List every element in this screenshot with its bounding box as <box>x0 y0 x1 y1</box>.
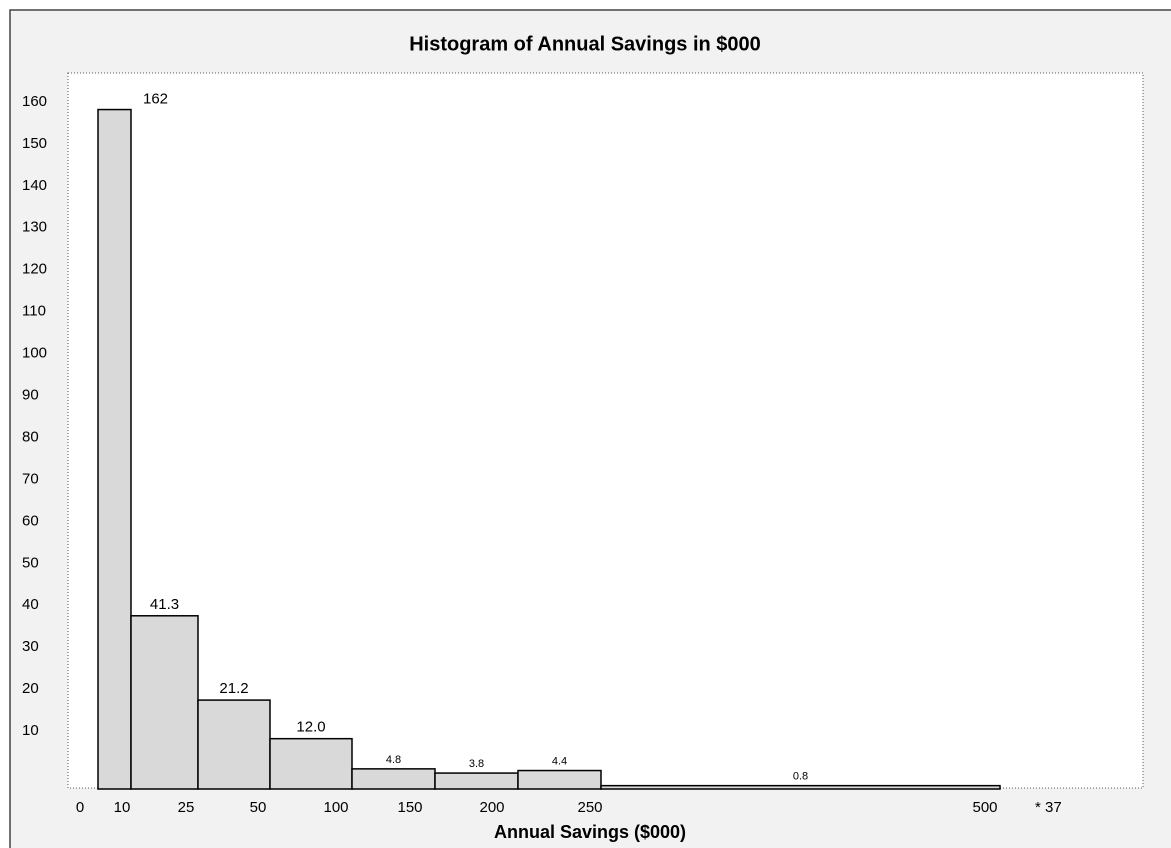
chart-title: Histogram of Annual Savings in $000 <box>409 33 761 55</box>
bar <box>130 615 199 790</box>
y-tick-label: 10 <box>22 722 39 739</box>
value-label: 41.3 <box>150 596 179 613</box>
x-tick-label: 250 <box>577 799 602 816</box>
y-tick-label: 50 <box>22 554 39 571</box>
value-label: 4.8 <box>386 754 401 766</box>
y-tick-label: 130 <box>22 219 47 236</box>
annotation: * 37 <box>1035 799 1062 816</box>
plot-area <box>67 72 1144 789</box>
x-tick-label: 150 <box>397 799 422 816</box>
x-tick-label: 100 <box>323 799 348 816</box>
y-tick-label: 150 <box>22 135 47 152</box>
x-tick-label: 50 <box>250 799 267 816</box>
x-tick-label: 200 <box>479 799 504 816</box>
bar <box>434 772 519 790</box>
bar <box>197 699 271 790</box>
value-label: 3.8 <box>469 758 484 770</box>
bar <box>269 737 353 790</box>
y-tick-label: 100 <box>22 345 47 362</box>
y-tick-label: 40 <box>22 596 39 613</box>
value-label: 12.0 <box>296 719 325 736</box>
bar <box>97 108 132 790</box>
x-tick-label: 500 <box>972 799 997 816</box>
value-label: 0.8 <box>793 771 808 783</box>
value-label: 4.4 <box>552 755 567 767</box>
x-tick-label: 0 <box>76 799 84 816</box>
x-axis-title: Annual Savings ($000) <box>494 822 686 842</box>
y-tick-label: 120 <box>22 261 47 278</box>
y-tick-label: 90 <box>22 386 39 403</box>
y-tick-label: 70 <box>22 470 39 487</box>
y-tick-label: 80 <box>22 428 39 445</box>
x-tick-label: 10 <box>114 799 131 816</box>
bar <box>517 769 602 790</box>
bar <box>351 768 436 790</box>
y-tick-label: 110 <box>22 303 46 320</box>
y-tick-label: 140 <box>22 177 47 194</box>
y-tick-label: 160 <box>22 93 47 110</box>
y-tick-label: 30 <box>22 638 39 655</box>
value-label: 21.2 <box>219 680 248 697</box>
value-label: 162 <box>143 91 168 108</box>
bar <box>600 784 1001 790</box>
x-tick-label: 25 <box>178 799 195 816</box>
y-tick-label: 60 <box>22 512 39 529</box>
y-tick-label: 20 <box>22 680 39 697</box>
